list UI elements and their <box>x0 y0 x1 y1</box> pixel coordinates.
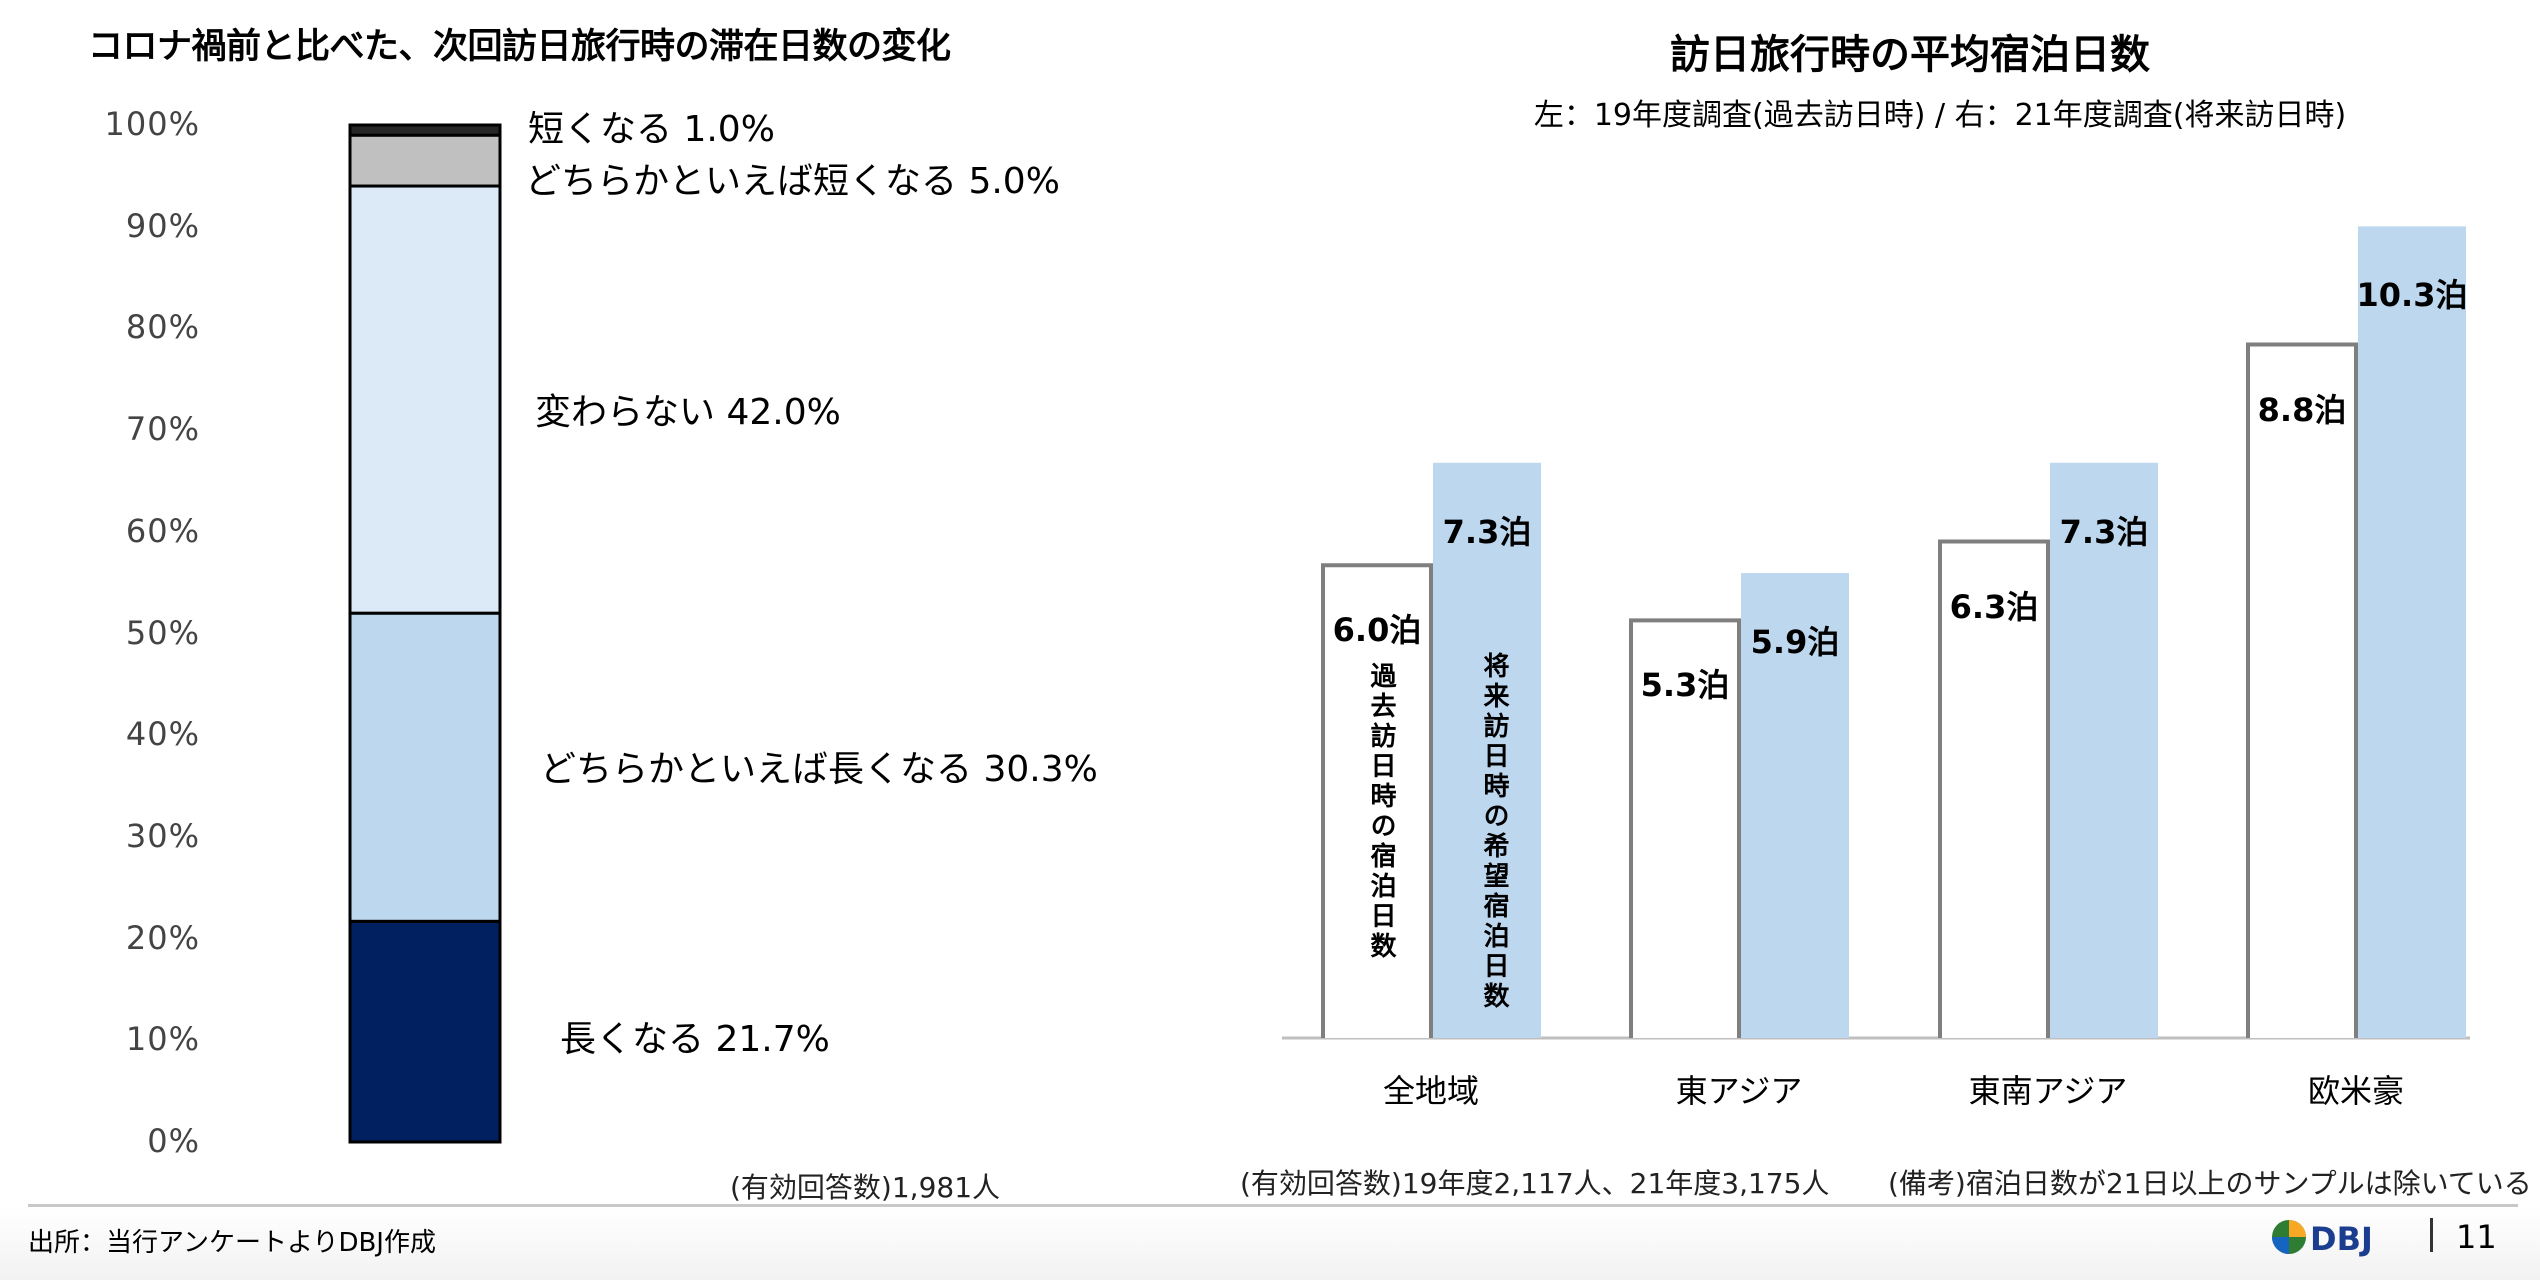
category-label: 全地域 <box>1382 1072 1479 1110</box>
page-number: 11 <box>2456 1218 2497 1256</box>
left-respondents-note: (有効回答数)1,981人 <box>730 1171 1001 1204</box>
past-bar <box>1938 539 2050 1038</box>
footer-background <box>0 1207 2540 1280</box>
y-tick-label: 0% <box>147 1122 200 1160</box>
future-bar-value-label: 5.9泊 <box>1750 623 1840 662</box>
stack-segment-label: どちらかといえば長くなる 30.3% <box>540 749 1098 790</box>
y-tick-label: 90% <box>125 206 200 245</box>
right-chart-subtitle: 左：19年度調査(過去訪日時) / 右：21年度調査(将来訪日時) <box>1533 98 2347 133</box>
category-label: 東アジア <box>1675 1072 1803 1110</box>
stack-segment <box>348 123 502 137</box>
right-respondents-note: (有効回答数)19年度2,117人、21年度3,175人 <box>1240 1167 1830 1200</box>
left-chart-title: コロナ禍前と比べた、次回訪日旅行時の滞在日数の変化 <box>88 27 951 67</box>
past-bar-value-label: 6.0泊 <box>1332 611 1422 650</box>
stack-segment-label: 変わらない 42.0% <box>535 392 841 433</box>
y-tick-label: 100% <box>104 105 200 143</box>
future-bar-value-label: 7.3泊 <box>2059 512 2149 551</box>
future-bar <box>1741 573 1849 1038</box>
y-tick-label: 30% <box>125 816 200 855</box>
y-tick-label: 50% <box>125 613 200 652</box>
future-bar <box>2050 462 2158 1038</box>
dbj-logo-text: DBJ <box>2310 1220 2373 1258</box>
past-bar <box>1629 618 1741 1038</box>
stack-segment-label: どちらかといえば短くなる 5.0% <box>525 161 1060 202</box>
grouped-bar-chart <box>1282 226 2470 1040</box>
y-tick-label: 20% <box>125 918 200 957</box>
past-bar <box>2246 342 2358 1038</box>
y-tick-label: 40% <box>125 715 200 754</box>
past-bar <box>1321 563 1433 1038</box>
y-tick-label: 10% <box>125 1020 200 1059</box>
footer-divider <box>28 1204 2518 1207</box>
y-tick-label: 60% <box>125 511 200 550</box>
legend-past-label: 過去訪日時の宿泊日数 <box>1366 662 1396 962</box>
past-bar-value-label: 5.3泊 <box>1640 666 1730 705</box>
stack-segment <box>348 611 502 923</box>
page-divider <box>2430 1218 2433 1252</box>
future-bar <box>2358 226 2466 1039</box>
y-tick-label: 70% <box>125 410 200 449</box>
y-tick-label: 80% <box>125 308 200 347</box>
past-bar-value-label: 6.3泊 <box>1949 587 2039 626</box>
source-note: 出所：当行アンケートよりDBJ作成 <box>28 1228 436 1258</box>
past-bar-value-label: 8.8泊 <box>2257 390 2347 429</box>
stack-segment <box>348 919 502 1144</box>
category-label: 東南アジア <box>1968 1072 2128 1110</box>
stack-segment <box>348 133 502 188</box>
dbj-logo-icon <box>2272 1220 2306 1254</box>
future-bar <box>1433 462 1541 1038</box>
future-bar-value-label: 10.3泊 <box>2356 276 2468 315</box>
legend-future-label: 将来訪日時の希望宿泊日数 <box>1479 652 1509 1012</box>
right-remarks-note: (備考)宿泊日数が21日以上のサンプルは除いている <box>1888 1167 2532 1200</box>
stack-segment <box>348 184 502 615</box>
stack-segment-label: 長くなる 21.7% <box>560 1019 830 1060</box>
future-bar-value-label: 7.3泊 <box>1442 512 1532 551</box>
stack-segment-label: 短くなる 1.0% <box>528 109 775 150</box>
right-chart-title: 訪日旅行時の平均宿泊日数 <box>1670 32 2150 78</box>
stacked-bar-chart <box>348 123 502 1144</box>
category-label: 欧米豪 <box>2307 1072 2404 1110</box>
